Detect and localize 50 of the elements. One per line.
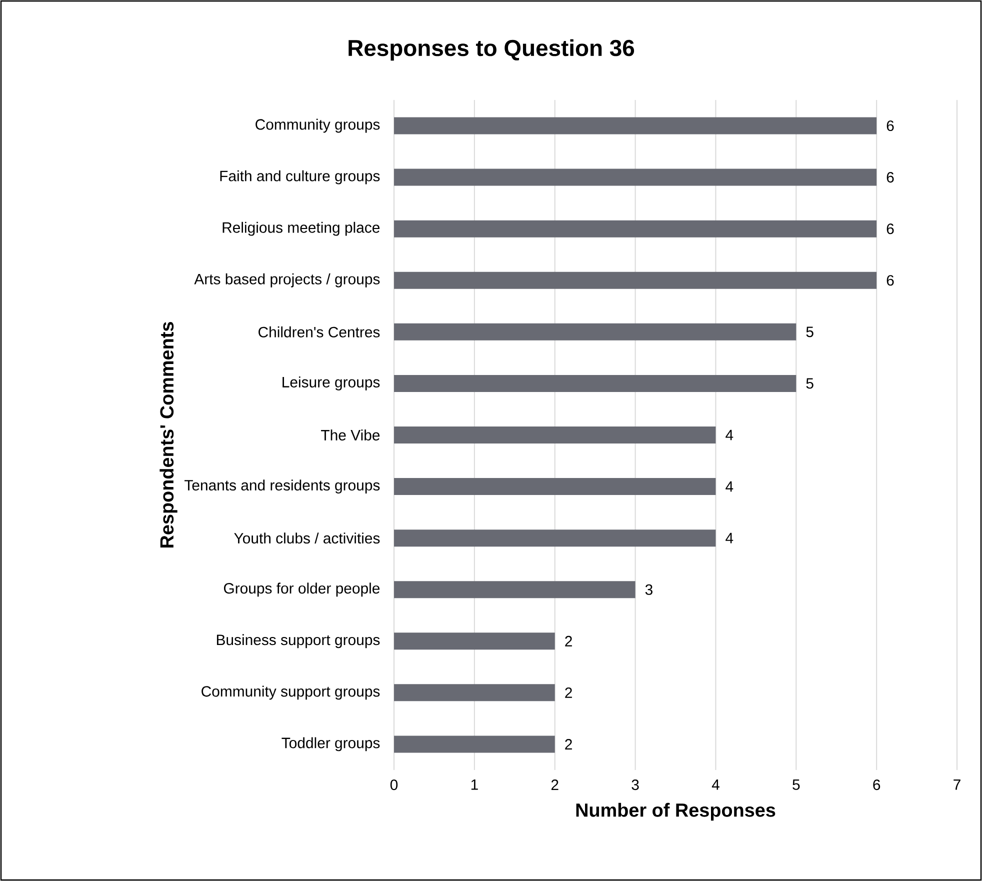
x-tick-label: 2 <box>551 780 558 790</box>
data-label: 4 <box>726 532 734 544</box>
data-label: 2 <box>565 739 572 750</box>
y-tick-label: Religious meeting place <box>222 222 380 236</box>
data-label: 3 <box>645 584 652 595</box>
y-tick-label: Tenants and residents groups <box>184 480 380 494</box>
x-tick-label: 3 <box>632 780 639 790</box>
data-label: 5 <box>806 326 814 338</box>
y-tick-label: Community support groups <box>202 686 380 700</box>
bar <box>394 220 877 238</box>
data-label: 6 <box>886 224 894 234</box>
x-tick-label: 1 <box>471 780 478 790</box>
bar <box>394 323 796 340</box>
data-label: 6 <box>886 120 894 132</box>
y-tick-label: Toddler groups <box>282 737 380 752</box>
y-axis-title: Respondents' Comments <box>160 322 178 548</box>
bar <box>394 168 877 186</box>
y-tick-label: Children's Centres <box>258 326 380 338</box>
bar <box>394 426 716 444</box>
x-axis-title: Number of Responses <box>576 802 776 821</box>
y-tick-label: Community groups <box>256 118 380 133</box>
bar <box>394 736 555 753</box>
bar <box>394 632 555 650</box>
y-tick-label: Groups for older people <box>224 582 380 597</box>
chart-title: Responses to Question 36 <box>348 39 634 61</box>
y-tick-label: Business support groups <box>216 634 380 648</box>
data-label: 4 <box>726 481 734 492</box>
x-tick-label: 6 <box>873 780 880 790</box>
data-label: 4 <box>726 430 734 440</box>
data-label: 2 <box>565 687 572 698</box>
y-tick-label: Faith and culture groups <box>220 170 380 184</box>
bar <box>394 530 716 547</box>
data-label: 6 <box>886 275 894 286</box>
y-tick-label: Arts based projects / groups <box>194 273 380 288</box>
bar <box>394 272 877 289</box>
data-label: 6 <box>886 172 894 183</box>
y-tick-label: The Vibe <box>321 430 380 440</box>
bar <box>394 374 796 392</box>
x-tick-label: 7 <box>954 780 960 790</box>
x-tick-label: 4 <box>712 780 720 790</box>
x-tick-label: 0 <box>390 780 398 790</box>
bar <box>394 684 555 702</box>
bar <box>394 581 636 598</box>
bar <box>394 478 716 496</box>
y-tick-label: Youth clubs / activities <box>234 532 380 544</box>
y-tick-label: Leisure groups <box>282 376 380 390</box>
data-label: 5 <box>806 378 814 389</box>
x-tick-label: 5 <box>792 780 800 790</box>
bar <box>394 117 877 134</box>
data-label: 2 <box>565 636 572 646</box>
